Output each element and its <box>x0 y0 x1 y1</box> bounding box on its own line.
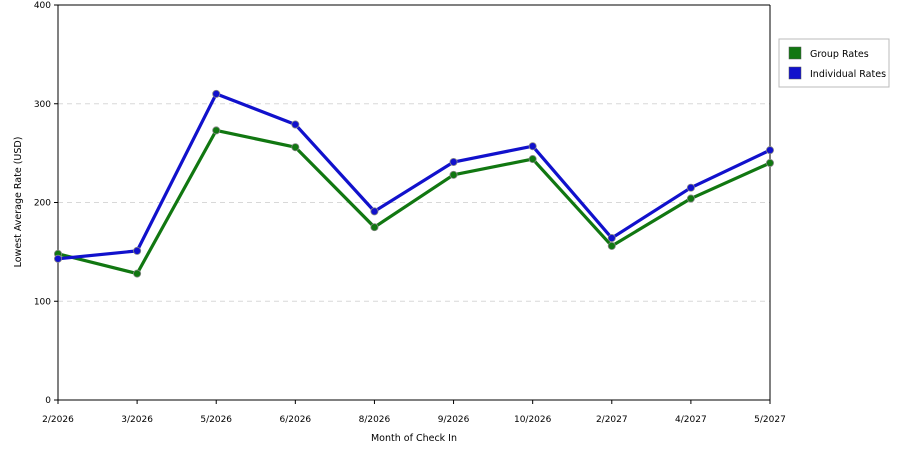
series-point <box>766 158 775 167</box>
series-line <box>56 128 772 276</box>
legend-label-individual: Individual Rates <box>810 69 886 80</box>
x-tick-label: 5/2026 <box>200 415 232 425</box>
series-point <box>370 223 379 232</box>
series-point <box>607 234 616 243</box>
legend-swatch-individual <box>788 66 802 80</box>
series-point <box>449 170 458 179</box>
legend: Group Rates Individual Rates <box>778 38 890 88</box>
chart-series <box>54 89 775 278</box>
x-tick-label: 10/2026 <box>514 415 552 425</box>
x-tick-label: 6/2026 <box>279 415 311 425</box>
legend-swatch-group <box>788 46 802 60</box>
x-tick-label: 2/2027 <box>596 415 628 425</box>
x-tick-label: 4/2027 <box>675 415 707 425</box>
series-point <box>133 269 142 278</box>
series-point <box>212 126 221 135</box>
series-point <box>528 142 537 151</box>
x-tick-label: 2/2026 <box>42 415 74 425</box>
series-point <box>370 207 379 216</box>
series-point <box>54 254 63 263</box>
series-point <box>607 241 616 250</box>
y-tick-label: 100 <box>34 297 51 307</box>
x-tick-label: 5/2027 <box>754 415 786 425</box>
x-tick-label: 3/2026 <box>121 415 153 425</box>
series-point <box>291 143 300 152</box>
x-axis-title: Month of Check In <box>371 433 457 444</box>
y-axis-title: Lowest Average Rate (USD) <box>13 137 24 268</box>
y-tick-label: 400 <box>34 1 51 11</box>
y-tick-label: 0 <box>45 396 51 406</box>
y-tick-label: 200 <box>34 199 51 209</box>
x-tick-label: 8/2026 <box>359 415 391 425</box>
series-point <box>686 194 695 203</box>
series-point <box>212 89 221 98</box>
y-tick-label: 300 <box>34 100 51 110</box>
series-point <box>133 246 142 255</box>
x-tick-label: 9/2026 <box>438 415 470 425</box>
series-point <box>449 158 458 167</box>
series-point <box>291 120 300 129</box>
series-line <box>56 92 772 261</box>
x-axis-ticks: 2/2026 3/2026 5/2026 6/2026 8/2026 9/2026 10/2… <box>42 400 786 425</box>
y-axis-ticks: 0 100 200 300 400 <box>34 1 58 406</box>
legend-label-group: Group Rates <box>810 49 869 60</box>
series-point <box>766 146 775 155</box>
series-point <box>528 155 537 164</box>
series-point <box>686 183 695 192</box>
